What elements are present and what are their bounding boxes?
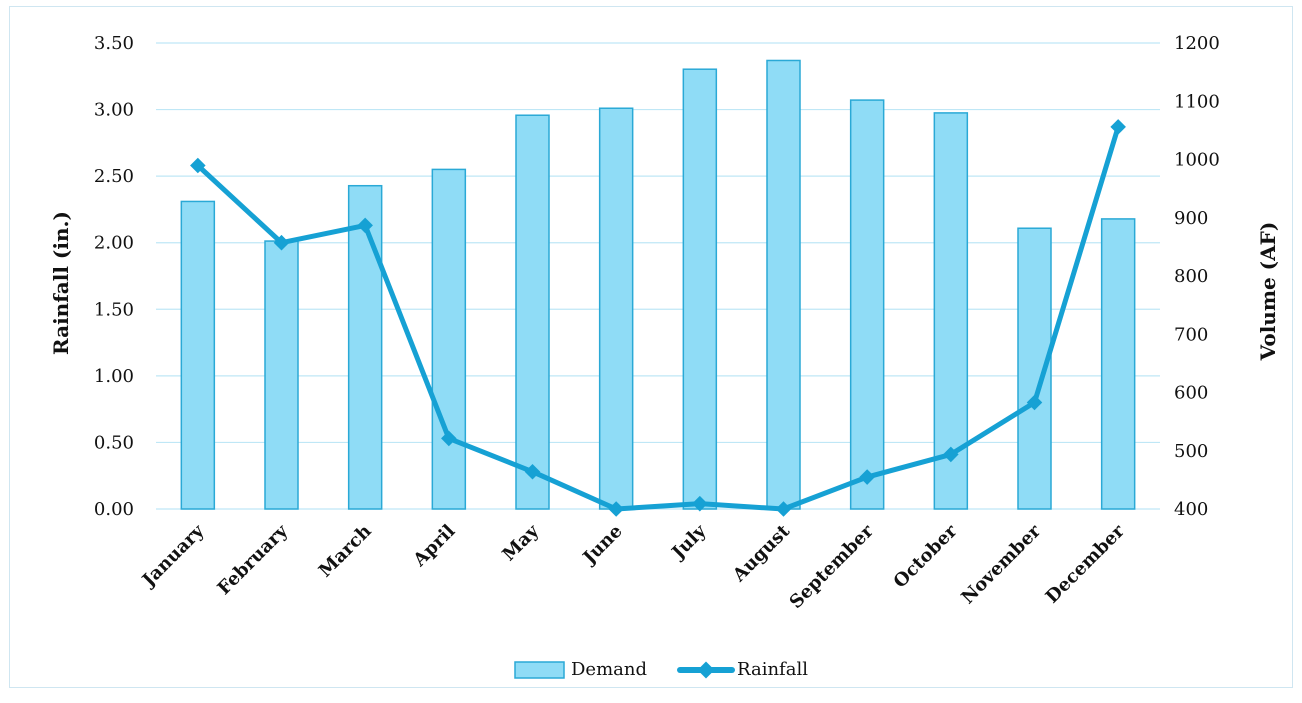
x-axis-labels: January February March April May June July Augu…	[137, 520, 1129, 613]
demand-bar	[264, 240, 299, 510]
right-axis-title: Volume (AF)	[1256, 222, 1280, 362]
demand-bar	[598, 107, 634, 510]
right-axis-tick-label: 400	[1174, 499, 1208, 520]
demand-bar	[1100, 218, 1136, 510]
rainfall-point	[190, 157, 206, 174]
demand-bars	[180, 59, 1136, 510]
x-axis-month-label: April	[409, 521, 460, 572]
x-axis-month-label: January	[137, 520, 209, 592]
demand-bar	[849, 99, 885, 510]
chart-frame: 0.00 0.50 1.00 1.50 2.00 2.50 3.00 3.50 400 500 6…	[9, 6, 1293, 688]
left-axis-tick-label: 2.00	[94, 233, 134, 254]
left-axis-tick-label: 0.00	[94, 499, 134, 520]
x-axis-month-label: November	[957, 520, 1045, 608]
demand-bar	[431, 168, 467, 510]
x-axis-month-label: May	[498, 520, 543, 565]
rainfall-point	[1026, 394, 1043, 411]
x-axis-month-label: September	[786, 520, 879, 613]
legend: Demand Rainfall	[514, 659, 808, 680]
legend-demand-swatch	[514, 661, 565, 679]
left-axis-tick-label: 1.50	[94, 299, 134, 320]
left-axis-tick-label: 0.50	[94, 432, 134, 453]
x-axis-month-label: December	[1042, 520, 1129, 607]
x-axis-month-label: August	[728, 520, 794, 586]
right-axis-tick-label: 1000	[1174, 150, 1220, 171]
demand-bar	[766, 59, 801, 510]
x-axis-month-label: March	[315, 521, 376, 582]
right-axis-tick-label: 1100	[1174, 91, 1220, 112]
rainfall-line	[195, 124, 1121, 512]
right-axis-tick-label: 1200	[1174, 33, 1220, 54]
legend-rainfall-marker	[697, 661, 715, 679]
right-axis-tick-label: 900	[1174, 208, 1208, 229]
demand-bar	[933, 112, 969, 510]
demand-bar	[515, 114, 550, 510]
rainfall-point	[273, 234, 290, 251]
x-axis-month-label: October	[890, 520, 962, 592]
left-axis-tick-label: 1.00	[94, 366, 134, 387]
combo-chart: 0.00 0.50 1.00 1.50 2.00 2.50 3.00 3.50 400 500 6…	[49, 33, 1280, 680]
left-axis-tick-label: 3.00	[94, 100, 134, 121]
right-axis-tick-label: 500	[1174, 441, 1208, 462]
rainfall-point	[357, 217, 373, 234]
legend-demand-label: Demand	[571, 659, 647, 680]
rainfall-line-series	[190, 119, 1126, 517]
x-axis-month-label: February	[214, 520, 293, 599]
right-axis-tick-label: 800	[1174, 266, 1208, 287]
x-axis-month-label: June	[578, 521, 627, 570]
rainfall-point	[1110, 119, 1126, 135]
x-axis-month-label: July	[667, 520, 711, 564]
right-axis-tick-label: 700	[1174, 324, 1208, 345]
right-axis-tick-label: 600	[1174, 383, 1208, 404]
demand-bar	[682, 68, 718, 510]
demand-bar	[180, 200, 216, 510]
left-axis-ticks: 0.00 0.50 1.00 1.50 2.00 2.50 3.00 3.50	[94, 33, 134, 520]
legend-rainfall-label: Rainfall	[737, 659, 808, 680]
left-axis-title: Rainfall (in.)	[49, 211, 73, 355]
right-axis-ticks: 400 500 600 700 800 900 1000 1100 1200	[1174, 33, 1220, 520]
demand-bar	[347, 184, 383, 510]
grid-lines	[156, 42, 1160, 510]
left-axis-tick-label: 3.50	[94, 33, 134, 54]
left-axis-tick-label: 2.50	[94, 166, 134, 187]
